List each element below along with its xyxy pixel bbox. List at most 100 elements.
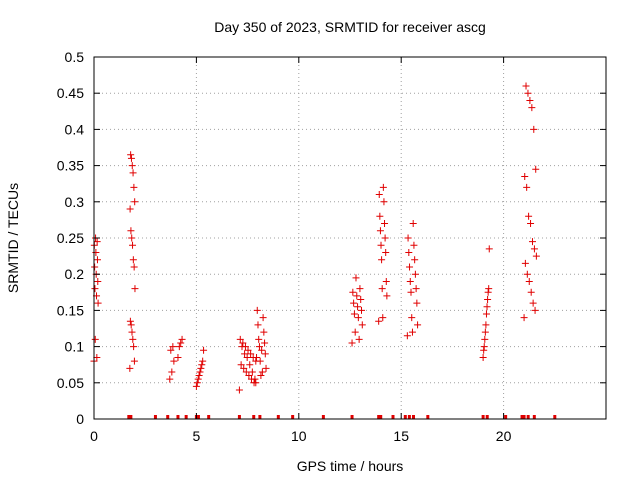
- data-point: [380, 198, 388, 206]
- data-point: [245, 372, 253, 380]
- data-point: [174, 353, 182, 361]
- data-point: [128, 234, 136, 242]
- data-point: [198, 361, 206, 369]
- data-point: [413, 299, 421, 307]
- data-point: [194, 375, 202, 383]
- data-point: [407, 288, 415, 296]
- y-tick-label: 0.5: [65, 49, 85, 65]
- data-point: [192, 382, 200, 390]
- data-point: [255, 343, 263, 351]
- data-point: [405, 248, 413, 256]
- y-tick-label: 0.35: [57, 158, 84, 174]
- data-point: [480, 343, 488, 351]
- data-point: [127, 321, 135, 329]
- data-point: [403, 332, 411, 340]
- data-point: [354, 314, 362, 322]
- data-point: [130, 343, 138, 351]
- data-point: [484, 288, 492, 296]
- data-point: [129, 335, 137, 343]
- data-point: [239, 339, 247, 347]
- data-point: [91, 285, 99, 293]
- data-point: [126, 205, 134, 213]
- data-point: [256, 357, 264, 365]
- data-point: [93, 256, 101, 264]
- data-point: [130, 263, 138, 271]
- data-point: [261, 339, 269, 347]
- data-point: [350, 299, 358, 307]
- data-point: [178, 335, 186, 343]
- data-point: [235, 386, 243, 394]
- data-point: [131, 198, 139, 206]
- data-point: [527, 220, 535, 228]
- data-point: [412, 285, 420, 293]
- data-point: [375, 317, 383, 325]
- data-point: [257, 372, 265, 380]
- data-point: [521, 259, 529, 267]
- data-point: [484, 296, 492, 304]
- data-point: [253, 353, 261, 361]
- data-point: [92, 248, 100, 256]
- data-point: [410, 241, 418, 249]
- data-point: [248, 368, 256, 376]
- y-tick-label: 0.25: [57, 230, 84, 246]
- data-point: [531, 306, 539, 314]
- data-point: [128, 328, 136, 336]
- data-point: [358, 306, 365, 314]
- data-point: [408, 328, 416, 336]
- data-point: [255, 335, 263, 343]
- data-point: [126, 317, 134, 325]
- data-point: [352, 274, 360, 282]
- data-point: [258, 346, 266, 354]
- data-point: [409, 220, 417, 228]
- data-point: [354, 303, 362, 311]
- y-axis-label: SRMTID / TECUs: [5, 183, 21, 293]
- data-point: [411, 256, 419, 264]
- data-point: [351, 328, 359, 336]
- data-point: [485, 285, 493, 293]
- data-point: [378, 285, 386, 293]
- data-point: [355, 335, 363, 343]
- data-point: [246, 361, 254, 369]
- data-point: [406, 263, 414, 271]
- data-point: [480, 346, 488, 354]
- data-point: [532, 252, 540, 260]
- data-point: [196, 368, 204, 376]
- data-point: [261, 350, 269, 358]
- y-tick-label: 0.05: [57, 375, 84, 391]
- data-point: [195, 372, 203, 380]
- data-point: [358, 321, 366, 329]
- data-point: [91, 335, 99, 343]
- data-point: [483, 303, 491, 311]
- data-point: [379, 183, 387, 191]
- data-point: [200, 346, 208, 354]
- data-point: [127, 154, 135, 162]
- y-tick-label: 0: [76, 411, 84, 427]
- data-point: [377, 241, 385, 249]
- data-point: [382, 248, 390, 256]
- data-point: [406, 277, 414, 285]
- data-point: [520, 314, 528, 322]
- data-point: [126, 364, 134, 372]
- data-point: [524, 89, 532, 97]
- data-point: [127, 227, 135, 235]
- data-point: [521, 172, 529, 180]
- data-point: [251, 375, 259, 383]
- data-point: [193, 379, 201, 387]
- data-point: [237, 361, 245, 369]
- data-point: [350, 310, 358, 318]
- data-point: [199, 357, 207, 365]
- data-point: [357, 296, 365, 304]
- data-point: [175, 343, 183, 351]
- data-point: [91, 263, 99, 271]
- data-point: [411, 270, 419, 278]
- data-point: [240, 364, 248, 372]
- data-point: [378, 256, 386, 264]
- y-tick-label: 0.4: [65, 121, 85, 137]
- data-points: [90, 82, 557, 419]
- data-point: [94, 299, 102, 307]
- data-point: [166, 375, 174, 383]
- data-point: [260, 328, 268, 336]
- data-point: [408, 314, 416, 322]
- data-point: [247, 350, 255, 358]
